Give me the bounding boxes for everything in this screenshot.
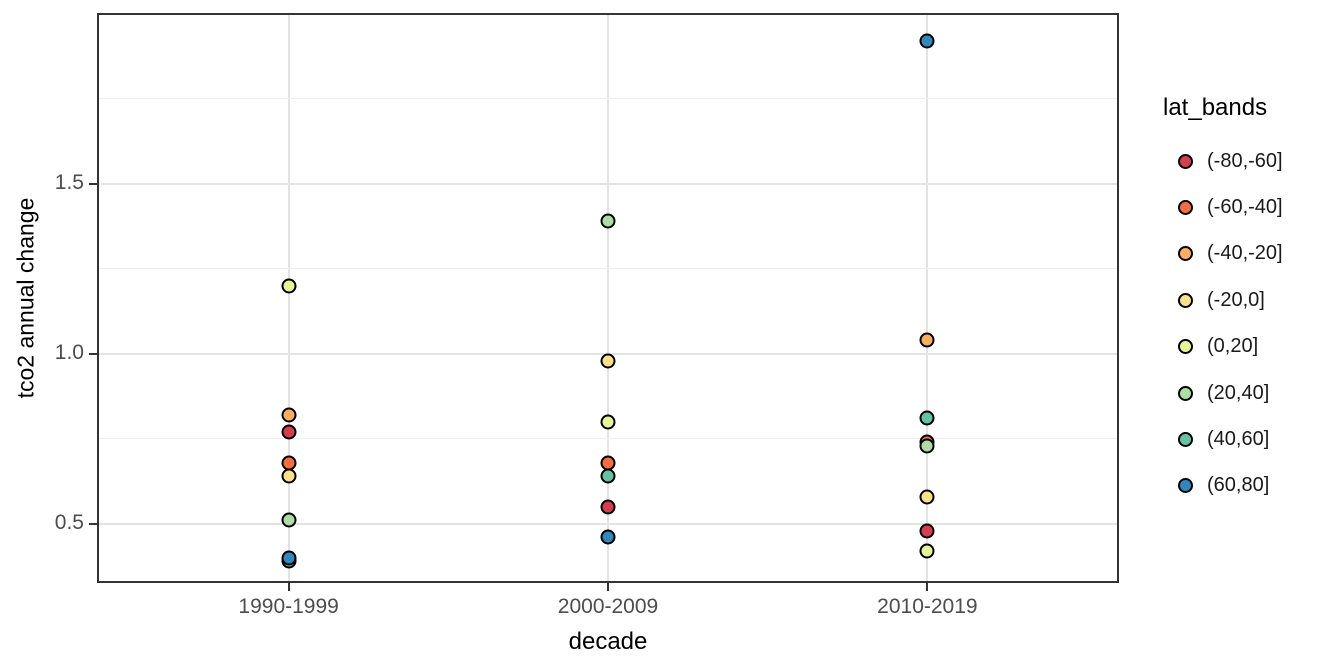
x-gridline xyxy=(926,13,929,583)
data-point xyxy=(919,489,935,505)
data-point xyxy=(600,468,616,484)
data-point xyxy=(281,512,297,528)
legend-entry-label: (-20,0] xyxy=(1207,288,1265,311)
data-point xyxy=(281,278,297,294)
y-axis-tick xyxy=(89,182,97,185)
data-point xyxy=(600,353,616,369)
legend-entry-label: (0,20] xyxy=(1207,335,1259,358)
data-point xyxy=(600,414,616,430)
legend-entry: (0,20] xyxy=(1178,335,1258,359)
legend-entry-label: (-60,-40] xyxy=(1207,195,1283,218)
legend-entry: (-40,-20] xyxy=(1178,242,1283,266)
legend-key-icon xyxy=(1178,339,1193,355)
x-tick-label: 2000-2009 xyxy=(557,595,659,618)
data-point xyxy=(919,332,935,348)
data-point xyxy=(281,468,297,484)
x-gridline xyxy=(287,13,290,583)
legend-entry: (60,80] xyxy=(1178,474,1269,498)
y-gridline-major xyxy=(97,522,1119,525)
legend-entry-label: (-40,-20] xyxy=(1207,242,1283,265)
x-tick-label: 1990-1999 xyxy=(238,595,339,618)
legend-key-icon xyxy=(1178,385,1193,401)
legend-key-icon xyxy=(1178,478,1193,494)
x-axis-tick xyxy=(607,583,609,591)
x-gridline xyxy=(607,13,609,583)
legend-key-icon xyxy=(1178,199,1193,215)
y-tick-label: 0.5 xyxy=(54,510,84,534)
legend-key-icon xyxy=(1178,431,1193,447)
legend-entry: (40,60] xyxy=(1178,427,1269,451)
data-point xyxy=(281,407,297,423)
legend-key-icon xyxy=(1178,292,1193,308)
legend-entry-label: (40,60] xyxy=(1207,427,1270,450)
y-gridline-minor xyxy=(97,268,1119,270)
data-point xyxy=(919,33,935,49)
data-point xyxy=(281,424,297,440)
y-tick-label: 1.5 xyxy=(54,170,84,194)
legend-entry-label: (20,40] xyxy=(1207,381,1270,404)
legend-entry: (-60,-40] xyxy=(1178,195,1283,219)
y-axis-tick xyxy=(89,522,97,525)
y-axis-tick xyxy=(89,352,97,355)
data-point xyxy=(919,438,935,454)
legend-entry-label: (-80,-60] xyxy=(1207,149,1283,172)
y-gridline-minor xyxy=(97,98,1119,100)
y-gridline-minor xyxy=(97,438,1119,440)
legend-title: lat_bands xyxy=(1163,94,1268,121)
legend-key-icon xyxy=(1178,246,1193,262)
x-axis-title: decade xyxy=(568,628,648,655)
data-point xyxy=(600,213,616,229)
plot-panel xyxy=(97,13,1119,583)
legend-entry: (-20,0] xyxy=(1178,288,1265,312)
y-gridline-major xyxy=(97,182,1119,185)
y-tick-label: 1.0 xyxy=(54,340,84,364)
legend-key-icon xyxy=(1178,153,1193,169)
data-point xyxy=(919,410,935,426)
legend-entry: (20,40] xyxy=(1178,381,1269,405)
data-point xyxy=(919,523,935,539)
data-point xyxy=(919,543,935,559)
x-tick-label: 2010-2019 xyxy=(877,595,978,618)
data-point xyxy=(600,499,616,515)
data-point xyxy=(600,529,616,545)
x-axis-tick xyxy=(287,583,290,591)
y-axis-title: tco2 annual change xyxy=(12,197,39,399)
legend-entry-label: (60,80] xyxy=(1207,474,1270,497)
legend-entry: (-80,-60] xyxy=(1178,149,1283,173)
x-axis-tick xyxy=(926,583,929,591)
data-point xyxy=(281,550,297,566)
